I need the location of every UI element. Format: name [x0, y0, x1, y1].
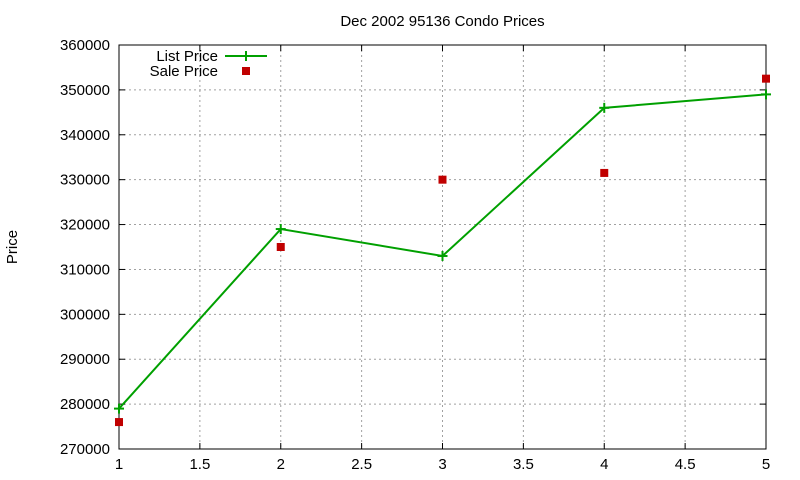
legend-label: Sale Price — [150, 63, 218, 80]
x-tick-label: 4.5 — [675, 456, 696, 473]
chart-title: Dec 2002 95136 Condo Prices — [340, 13, 544, 30]
data-point-plus — [761, 89, 771, 100]
y-tick-label: 360000 — [60, 37, 110, 54]
x-tick-label: 3.5 — [513, 456, 534, 473]
legend-label: List Price — [156, 48, 218, 65]
y-tick-label: 320000 — [60, 217, 110, 234]
y-tick-label: 300000 — [60, 306, 110, 323]
data-point-square — [600, 168, 609, 177]
x-tick-label: 5 — [762, 456, 770, 473]
data-point-plus — [114, 403, 124, 414]
data-point-plus — [437, 250, 448, 261]
y-tick-label: 280000 — [60, 396, 110, 413]
x-tick-label: 1 — [115, 456, 123, 473]
legend-square-swatch — [242, 67, 250, 75]
y-axis-label: Price — [4, 230, 21, 264]
x-tick-label: 2.5 — [351, 456, 372, 473]
y-tick-label: 290000 — [60, 351, 110, 368]
data-point-square — [438, 175, 447, 184]
series-sale-price — [115, 74, 770, 427]
x-tick-label: 2 — [277, 456, 285, 473]
data-point-square — [762, 74, 770, 83]
x-tick-label: 4 — [600, 456, 608, 473]
data-point-square — [276, 243, 285, 251]
legend-item-list-price: List Price — [156, 48, 267, 65]
x-tick-label: 3 — [438, 456, 446, 473]
series-list-price — [114, 89, 771, 414]
y-tick-label: 330000 — [60, 172, 110, 189]
y-tick-label: 310000 — [60, 261, 110, 278]
data-point-plus — [275, 224, 286, 235]
data-point-plus — [599, 102, 610, 113]
legend-item-sale-price: Sale Price — [150, 63, 250, 80]
y-tick-label: 340000 — [60, 127, 110, 144]
y-tick-label: 270000 — [60, 441, 110, 458]
x-tick-label: 1.5 — [189, 456, 210, 473]
series-layer — [114, 74, 771, 427]
data-point-square — [115, 418, 123, 427]
grid — [119, 45, 766, 449]
axis-ticks: 1 1.5 2 2.5 3 3.5 4 4.5 5 270000 280000 290000 30000… — [60, 37, 770, 473]
y-tick-label: 350000 — [60, 82, 110, 99]
